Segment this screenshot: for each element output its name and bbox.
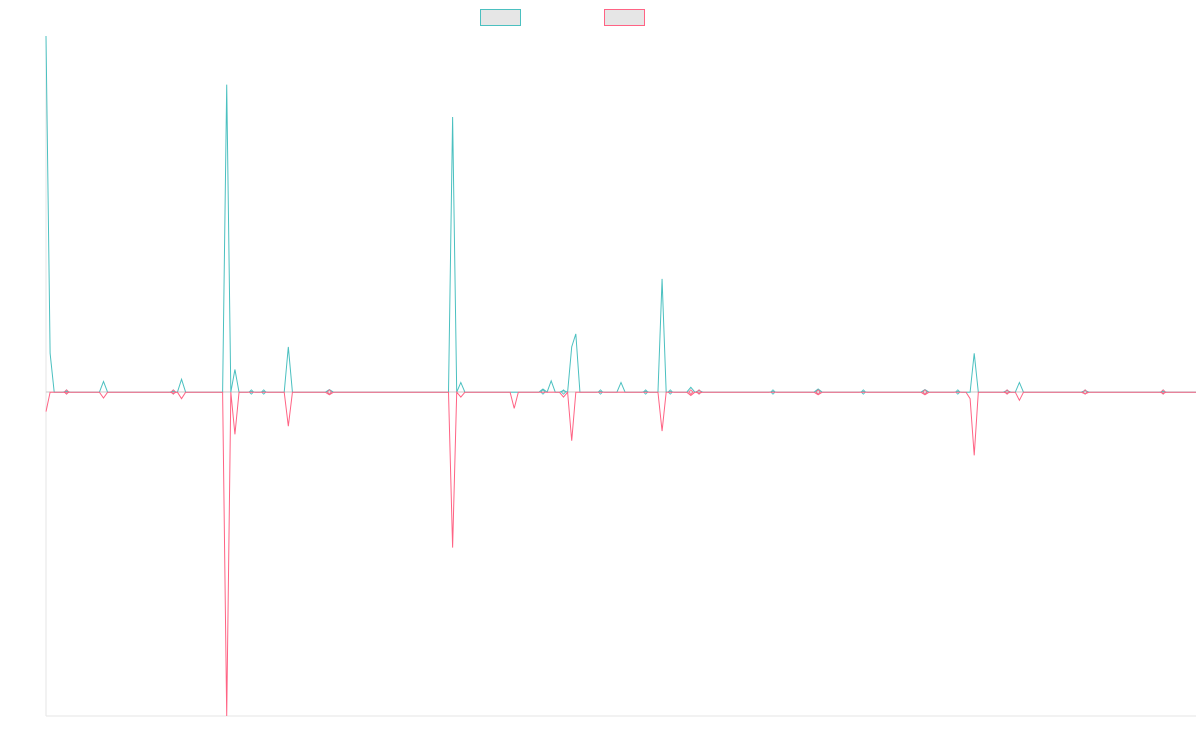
series-1-point	[248, 389, 255, 395]
series-2-point	[1004, 389, 1010, 395]
series-1-point	[955, 389, 961, 395]
series-1-point	[540, 389, 546, 395]
series-2-point	[63, 389, 70, 395]
series-1-point	[560, 389, 567, 395]
series-1-point	[770, 389, 776, 395]
series-2-point	[1082, 389, 1088, 395]
legend-swatch-1	[480, 9, 521, 26]
legend-item-2[interactable]	[604, 9, 645, 26]
legend	[480, 9, 645, 26]
series-line-2	[45, 390, 1196, 717]
series-line-1	[45, 35, 1196, 394]
series-2-point	[696, 389, 702, 395]
series-2-point	[688, 389, 694, 395]
series-1-point	[667, 389, 674, 395]
series-1-point	[597, 389, 604, 395]
axes	[45, 36, 1196, 717]
series-2-point	[1160, 389, 1166, 395]
series-2-point	[326, 389, 333, 395]
series-2-point	[815, 389, 821, 395]
series-2-point	[922, 389, 928, 395]
series-2-point	[170, 389, 177, 395]
legend-item-1[interactable]	[480, 9, 521, 26]
series-layer	[45, 35, 1196, 717]
series-1-point	[260, 389, 267, 395]
series-1-point	[642, 389, 649, 395]
series-1-point	[860, 389, 867, 395]
legend-swatch-2	[604, 9, 645, 26]
